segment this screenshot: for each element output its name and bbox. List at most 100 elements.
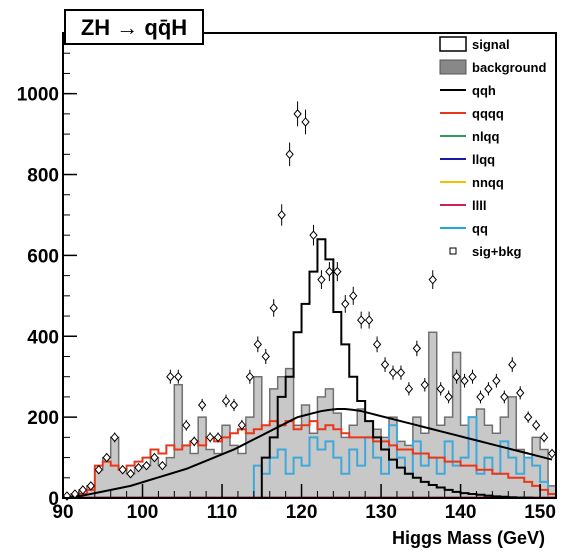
legend-label: sig+bkg: [472, 244, 522, 259]
legend-item-llqq: llqq: [440, 152, 495, 167]
sig-bkg-point: [285, 149, 294, 160]
x-tick-label: 140: [445, 502, 477, 523]
plot-frame: [62, 32, 557, 499]
sig-bkg-point: [317, 274, 326, 285]
sig-bkg-point: [508, 359, 517, 370]
sig-bkg-point: [190, 436, 199, 447]
sig-bkg-point: [420, 380, 429, 390]
sig-bkg-point: [253, 339, 262, 350]
x-axis-title: Higgs Mass (GeV): [392, 528, 545, 548]
legend-item-qqqq: qqqq: [440, 106, 504, 121]
x-tick-label: 110: [207, 502, 238, 523]
sig-bkg-point: [428, 274, 437, 285]
sig-bkg-point: [182, 420, 191, 430]
sig-bkg-point: [110, 432, 119, 443]
sig-bkg-point: [452, 371, 461, 382]
sig-bkg-point: [333, 266, 342, 277]
x-tick-label: 100: [127, 502, 159, 523]
legend-item-nnqq: nnqq: [440, 175, 504, 190]
axes: 90 100 110 120 130 140 150 0 200 400 600 800 1000: [17, 52, 557, 523]
sig-bkg-point: [492, 375, 501, 386]
legend-swatch: [439, 36, 467, 52]
sig-bkg-point: [301, 117, 310, 127]
sig-bkg-point: [436, 384, 445, 394]
title-box: ZH → qq̄H: [64, 9, 204, 45]
sig-bkg-point: [531, 420, 541, 430]
sig-bkg-point: [102, 452, 111, 463]
sig-bkg-point: [325, 266, 334, 277]
sig-bkg-point: [229, 400, 239, 410]
y-tick-label: 400: [27, 327, 59, 348]
x-tick-label: 150: [524, 502, 556, 523]
sig-bkg-point: [388, 367, 398, 378]
sig-bkg-markers: [62, 101, 557, 501]
legend-label: qq: [472, 221, 488, 236]
sig-bkg-point: [396, 367, 406, 378]
sig-bkg-point: [221, 396, 231, 406]
sig-bkg-point: [412, 343, 422, 354]
legend-item-sig-bkg: sig+bkg: [449, 244, 522, 259]
legend-label: background: [472, 60, 546, 75]
legend-label: llqq: [472, 152, 495, 167]
qqh-curve: [66, 408, 553, 499]
sig-bkg-point: [174, 371, 183, 382]
sig-bkg-point: [364, 315, 374, 325]
legend-item-llll: llll: [440, 198, 486, 213]
sig-bkg-point: [126, 468, 135, 479]
sig-bkg-point: [118, 464, 127, 475]
y-tick-label: 800: [27, 166, 59, 187]
sig-bkg-point: [460, 375, 469, 386]
legend-item-qqh: qqh: [440, 83, 496, 98]
legend-label: qqh: [472, 83, 496, 98]
sig-bkg-point: [341, 299, 350, 309]
y-tick-label: 600: [27, 246, 59, 267]
legend-label: qqqq: [472, 106, 504, 121]
sig-bkg-point: [524, 412, 533, 422]
sig-bkg-point: [197, 400, 207, 410]
legend-swatch: [449, 247, 457, 255]
sig-bkg-point: [245, 371, 255, 382]
sig-bkg-point: [539, 432, 549, 443]
sig-bkg-point: [349, 291, 358, 301]
sig-bkg-point: [269, 303, 278, 313]
sig-bkg-point: [444, 392, 453, 402]
legend: signal background qqh qqqq nlqq llqq nnqq llll q…: [439, 36, 546, 259]
sig-bkg-point: [205, 432, 215, 443]
sig-bkg-point: [516, 388, 525, 398]
legend-item-background: background: [439, 59, 546, 75]
sig-bkg-point: [86, 481, 95, 491]
sig-bkg-point: [134, 462, 143, 473]
legend-item-nlqq: nlqq: [440, 129, 499, 144]
legend-item-qq: qq: [440, 221, 488, 236]
sig-bkg-point: [404, 384, 414, 394]
sig-bkg-point: [166, 371, 175, 382]
sig-bkg-point: [500, 392, 509, 402]
sig-bkg-point: [547, 448, 557, 459]
sig-bkg-point: [158, 460, 167, 471]
x-tick-label: 130: [365, 502, 397, 523]
chart-title: ZH → qq̄H: [81, 15, 187, 40]
x-tick-label: 120: [286, 502, 318, 523]
sig-bkg-point: [78, 485, 88, 495]
sig-bkg-point: [237, 420, 247, 430]
y-tick-label: 0: [48, 489, 59, 510]
legend-label: signal: [472, 37, 510, 52]
sig-bkg-point: [277, 210, 286, 220]
qqqq-histogram: [63, 420, 556, 499]
sig-bkg-point: [380, 359, 390, 370]
x-tick-label: 90: [52, 502, 73, 523]
sig-bkg-point: [372, 339, 382, 350]
title-frame: [64, 9, 204, 45]
sig-bkg-point: [293, 109, 302, 119]
sig-bkg-point: [468, 371, 477, 382]
legend-swatch: [439, 59, 467, 75]
legend-label: nnqq: [472, 175, 504, 190]
sig-bkg-point: [213, 432, 223, 443]
y-tick-label: 1000: [17, 85, 59, 106]
sig-bkg-point: [357, 315, 366, 325]
sig-bkg-point: [484, 384, 493, 394]
y-tick-label: 200: [27, 408, 59, 429]
sig-bkg-point: [150, 452, 159, 463]
